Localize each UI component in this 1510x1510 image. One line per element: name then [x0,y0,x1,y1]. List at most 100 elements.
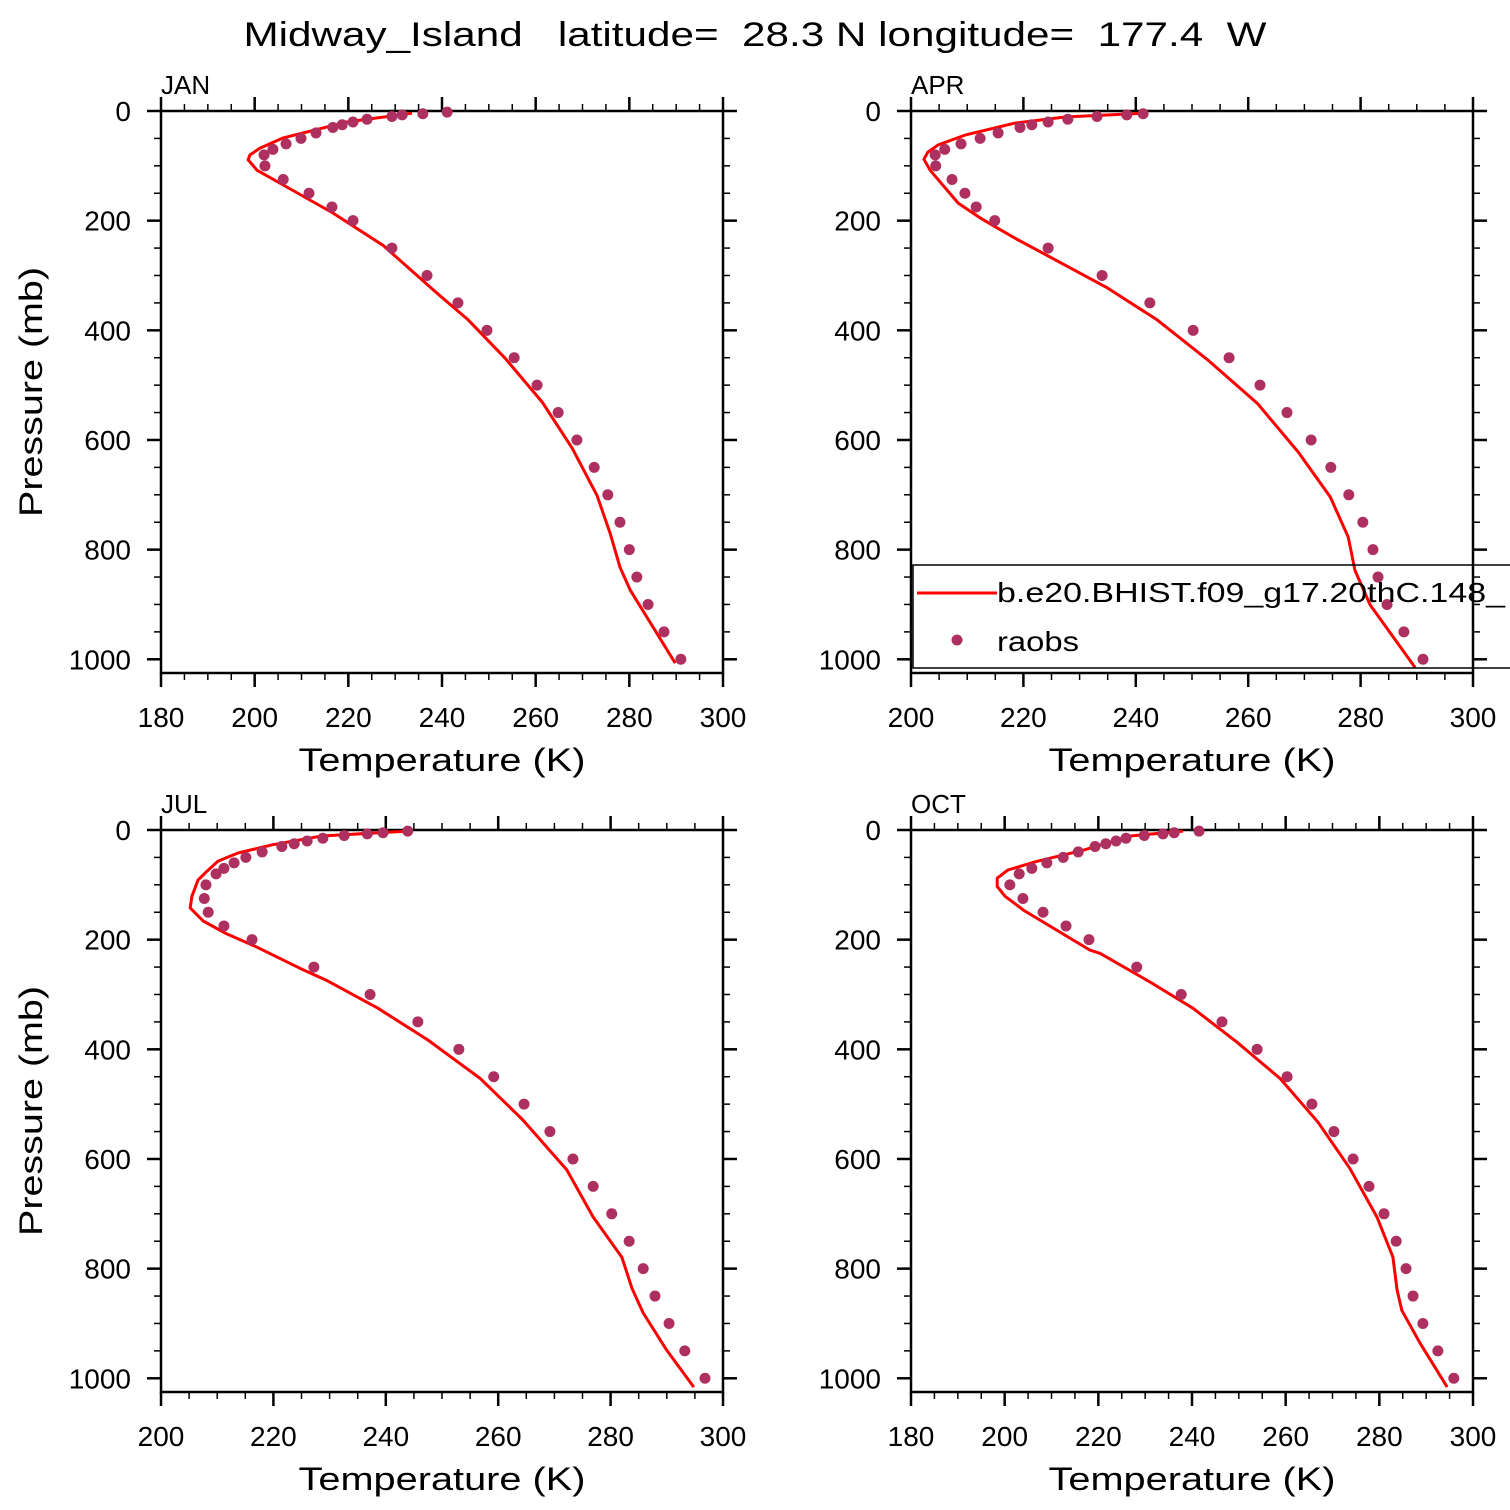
raobs-point [614,516,626,528]
raobs-point [1417,1317,1429,1329]
y-tick-label: 400 [834,315,881,346]
figure-title: Midway_Island latitude= 28.3 N longitude… [244,16,1267,54]
y-tick-label: 800 [834,1254,881,1285]
raobs-point [649,1290,661,1302]
x-axis-title: Temperature (K) [1049,742,1336,778]
raobs-point [1060,920,1072,932]
x-tick-label: 200 [981,1421,1028,1452]
raobs-point [508,352,520,364]
x-tick-label: 240 [419,702,466,733]
raobs-point [587,1180,599,1192]
plot-frame [909,828,1475,1394]
raobs-point [1193,825,1205,837]
raobs-point [280,138,292,150]
y-tick-label: 0 [865,96,881,127]
model-profile-line [995,829,1449,1388]
model-profile-line [922,111,1417,669]
raobs-point [974,132,986,144]
raobs-point [1144,297,1156,309]
raobs-point [1062,113,1074,125]
plot-frame [159,109,725,675]
raobs-point [567,1153,579,1165]
raobs-point [1448,1372,1460,1384]
panel-label: JUL [161,789,207,819]
x-tick-label: 300 [700,702,747,733]
raobs-point [200,879,212,891]
raobs-point [276,840,288,852]
raobs-point [699,1372,711,1384]
raobs-point [1378,1208,1390,1220]
panel-label: APR [911,70,964,100]
raobs-point [1325,461,1337,473]
raobs-point [1281,407,1293,419]
y-tick-label: 200 [834,206,881,237]
raobs-point [1328,1126,1340,1138]
raobs-point [198,893,210,905]
raobs-point [1037,906,1049,918]
y-tick-label: 0 [865,815,881,846]
raobs-point [679,1345,691,1357]
raobs-point [1168,827,1180,839]
raobs-point [929,149,941,161]
raobs-point [1089,840,1101,852]
raobs-point [1381,598,1393,610]
raobs-point [1120,832,1132,844]
raobs-point [267,143,279,155]
raobs-point [1137,108,1149,120]
raobs-point [317,832,329,844]
raobs-point [1004,879,1016,891]
legend-label-model: b.e20.BHIST.f09_g17.20thC.148_ [997,577,1506,608]
raobs-point [347,116,359,128]
raobs-point [295,132,307,144]
raobs-point [642,598,654,610]
raobs-point [301,835,313,847]
raobs-point [327,121,339,133]
raobs-point [1072,846,1084,858]
y-tick-label: 0 [115,815,131,846]
raobs-point [1157,828,1169,840]
raobs-point [1363,1180,1375,1192]
raobs-point [1372,571,1384,583]
raobs-point [240,851,252,863]
y-tick-label: 400 [84,315,131,346]
raobs-point [1254,379,1266,391]
raobs-point [1138,829,1150,841]
raobs-point [1121,109,1133,121]
x-tick-label: 180 [138,702,185,733]
raobs-point [488,1071,500,1083]
plot-frame [909,109,1475,675]
raobs-point [989,215,1001,227]
x-axis-title: Temperature (K) [1049,1461,1336,1497]
raobs-point [955,138,967,150]
y-tick-label: 200 [834,925,881,956]
raobs-point [1041,857,1053,869]
raobs-point [930,160,942,172]
raobs-point [571,434,583,446]
x-tick-label: 260 [475,1421,522,1452]
x-tick-label: 280 [606,702,653,733]
panel-label: JAN [161,70,210,100]
x-tick-label: 220 [1075,1421,1122,1452]
x-tick-label: 220 [250,1421,297,1452]
raobs-point [1398,626,1410,638]
y-tick-label: 400 [834,1034,881,1065]
raobs-point [452,297,464,309]
raobs-point [992,127,1004,139]
y-axis-title: Pressure (mb) [13,267,49,517]
raobs-point [631,571,643,583]
raobs-point [518,1098,530,1110]
raobs-point [277,174,289,186]
raobs-point [402,825,414,837]
raobs-point [361,113,373,125]
raobs-point [386,242,398,254]
raobs-point [336,119,348,131]
x-tick-label: 220 [1000,702,1047,733]
raobs-point [1407,1290,1419,1302]
raobs-point [1042,116,1054,128]
raobs-point [364,988,376,1000]
raobs-point [1306,1098,1318,1110]
raobs-point [1096,269,1108,281]
raobs-point [210,868,222,880]
raobs-point [623,1235,635,1247]
x-axis-title: Temperature (K) [299,1461,586,1497]
